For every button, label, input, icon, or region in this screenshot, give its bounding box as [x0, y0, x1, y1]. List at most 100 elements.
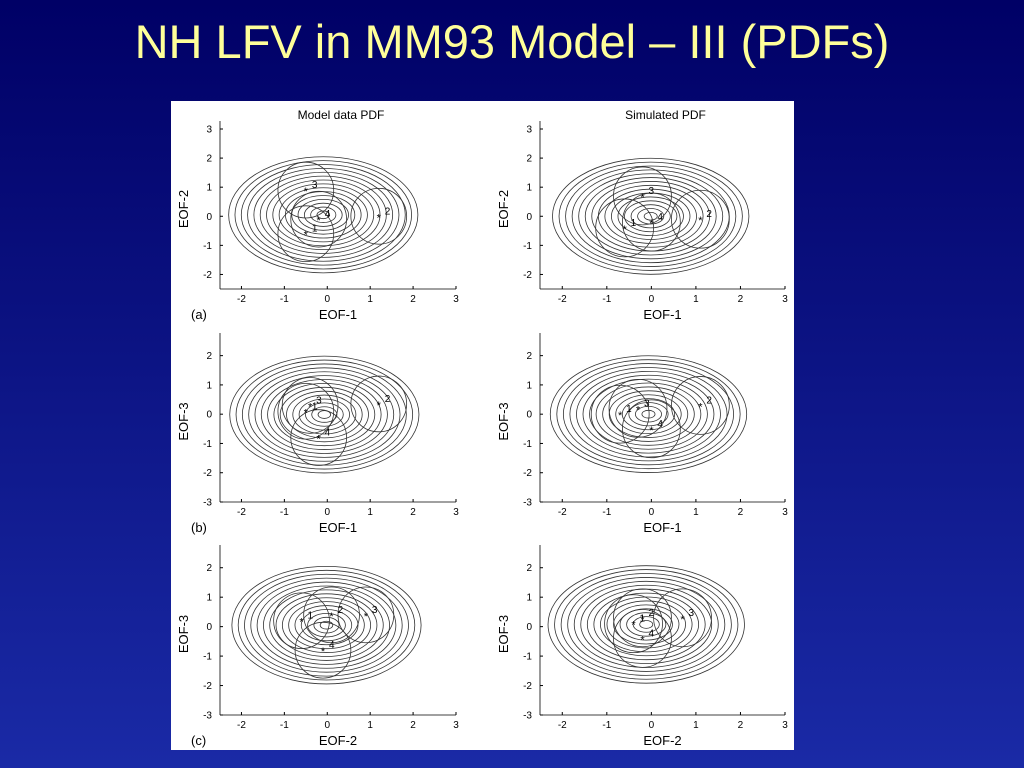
contour-line — [639, 620, 654, 629]
y-tick-label: 3 — [206, 125, 212, 136]
cluster-circle — [613, 166, 672, 226]
y-tick-label: -1 — [203, 241, 212, 252]
x-tick-label: 3 — [453, 720, 459, 731]
x-tick-label: -2 — [237, 507, 246, 518]
contour-line — [547, 565, 745, 684]
contour-line — [228, 156, 419, 274]
x-tick-label: -2 — [558, 720, 567, 731]
x-axis-label: EOF-1 — [319, 307, 357, 322]
x-tick-label: -1 — [602, 507, 611, 518]
contour-line — [617, 196, 684, 237]
cluster-circle — [671, 189, 730, 249]
cluster-marker: * — [304, 186, 309, 198]
cluster-marker: * — [636, 404, 641, 416]
cluster-marker: * — [317, 434, 322, 446]
y-axis-label: EOF-3 — [176, 615, 191, 653]
contour-line — [632, 616, 660, 633]
x-tick-label: -2 — [558, 294, 567, 305]
y-tick-label: 0 — [526, 410, 532, 421]
x-tick-label: -1 — [280, 294, 289, 305]
cluster-marker: * — [304, 230, 309, 242]
x-tick-label: -2 — [237, 294, 246, 305]
cluster-label: 3 — [312, 180, 318, 191]
cluster-label: 2 — [648, 608, 654, 619]
cluster-label: 3 — [372, 605, 378, 616]
contour-line — [584, 177, 717, 256]
contour-line — [244, 573, 409, 677]
y-tick-label: -3 — [203, 711, 212, 722]
cluster-label: 2 — [706, 209, 712, 220]
contour-line — [595, 382, 702, 446]
cluster-circle — [671, 376, 730, 435]
cluster-label: 3 — [689, 608, 695, 619]
contour-line — [288, 601, 365, 650]
x-tick-label: 1 — [693, 294, 699, 305]
cluster-circle — [350, 187, 408, 245]
y-tick-label: -3 — [523, 498, 532, 509]
cluster-marker: * — [631, 620, 636, 632]
contour-line — [240, 164, 406, 266]
x-tick-label: 2 — [738, 294, 744, 305]
contour-line — [630, 204, 671, 229]
contour-line — [273, 383, 376, 447]
contour-line — [278, 187, 368, 243]
cluster-marker: * — [321, 646, 326, 658]
y-tick-label: 2 — [206, 563, 212, 574]
contour-line — [641, 409, 656, 419]
contour-line — [269, 589, 384, 661]
contour-line — [234, 160, 412, 270]
panels: -2 -1 0 1 2 3-2-10123*1*2*3*4EOF-1EOF-2Model … — [176, 108, 788, 748]
cluster-label: 4 — [657, 419, 663, 430]
panel-title: Model data PDF — [298, 108, 385, 122]
cluster-marker: * — [640, 634, 645, 646]
cluster-label: 4 — [648, 628, 654, 639]
cluster-label: 4 — [325, 428, 331, 439]
cluster-marker: * — [649, 218, 654, 230]
x-tick-label: -2 — [558, 507, 567, 518]
cluster-marker: * — [364, 611, 369, 623]
contour-line — [608, 390, 689, 438]
contour-line — [279, 386, 369, 443]
cluster-marker: * — [640, 192, 645, 204]
contour-line — [291, 195, 356, 235]
contour-line — [267, 379, 382, 450]
contour-line — [311, 406, 338, 423]
cluster-circle — [273, 592, 330, 650]
cluster-circle — [294, 621, 352, 679]
slide-title: NH LFV in MM93 Model – III (PDFs) — [135, 15, 890, 68]
y-axis-label: EOF-3 — [496, 615, 511, 653]
x-tick-label: 0 — [324, 720, 330, 731]
x-tick-label: 3 — [453, 294, 459, 305]
y-tick-label: 2 — [526, 351, 532, 362]
contour-line — [554, 569, 739, 680]
x-tick-label: 1 — [693, 507, 699, 518]
contour-line — [602, 386, 695, 442]
x-tick-label: -1 — [280, 720, 289, 731]
x-axis-label: EOF-2 — [319, 733, 357, 748]
x-tick-label: 2 — [410, 507, 416, 518]
y-tick-label: 1 — [526, 183, 532, 194]
x-tick-label: -1 — [280, 507, 289, 518]
y-tick-label: -3 — [203, 498, 212, 509]
cluster-label: 1 — [640, 614, 646, 625]
cluster-label: 4 — [657, 212, 663, 223]
x-tick-label: 1 — [693, 720, 699, 731]
y-tick-label: 0 — [206, 212, 212, 223]
cluster-label: 2 — [385, 394, 391, 405]
cluster-marker: * — [304, 407, 309, 419]
x-tick-label: 2 — [410, 294, 416, 305]
y-tick-label: 0 — [526, 212, 532, 223]
contours — [552, 157, 750, 275]
cluster-circle — [290, 409, 347, 466]
contour-line — [626, 612, 667, 637]
panel-title: Simulated PDF — [625, 108, 706, 122]
panel: -2 -1 0 1 2 3-2-10123*1*2*3*4EOF-1EOF-2Model … — [176, 108, 459, 322]
y-tick-label: 1 — [206, 380, 212, 391]
contour-line — [562, 363, 735, 466]
cluster-label: 4 — [325, 209, 331, 220]
y-tick-label: 2 — [526, 563, 532, 574]
